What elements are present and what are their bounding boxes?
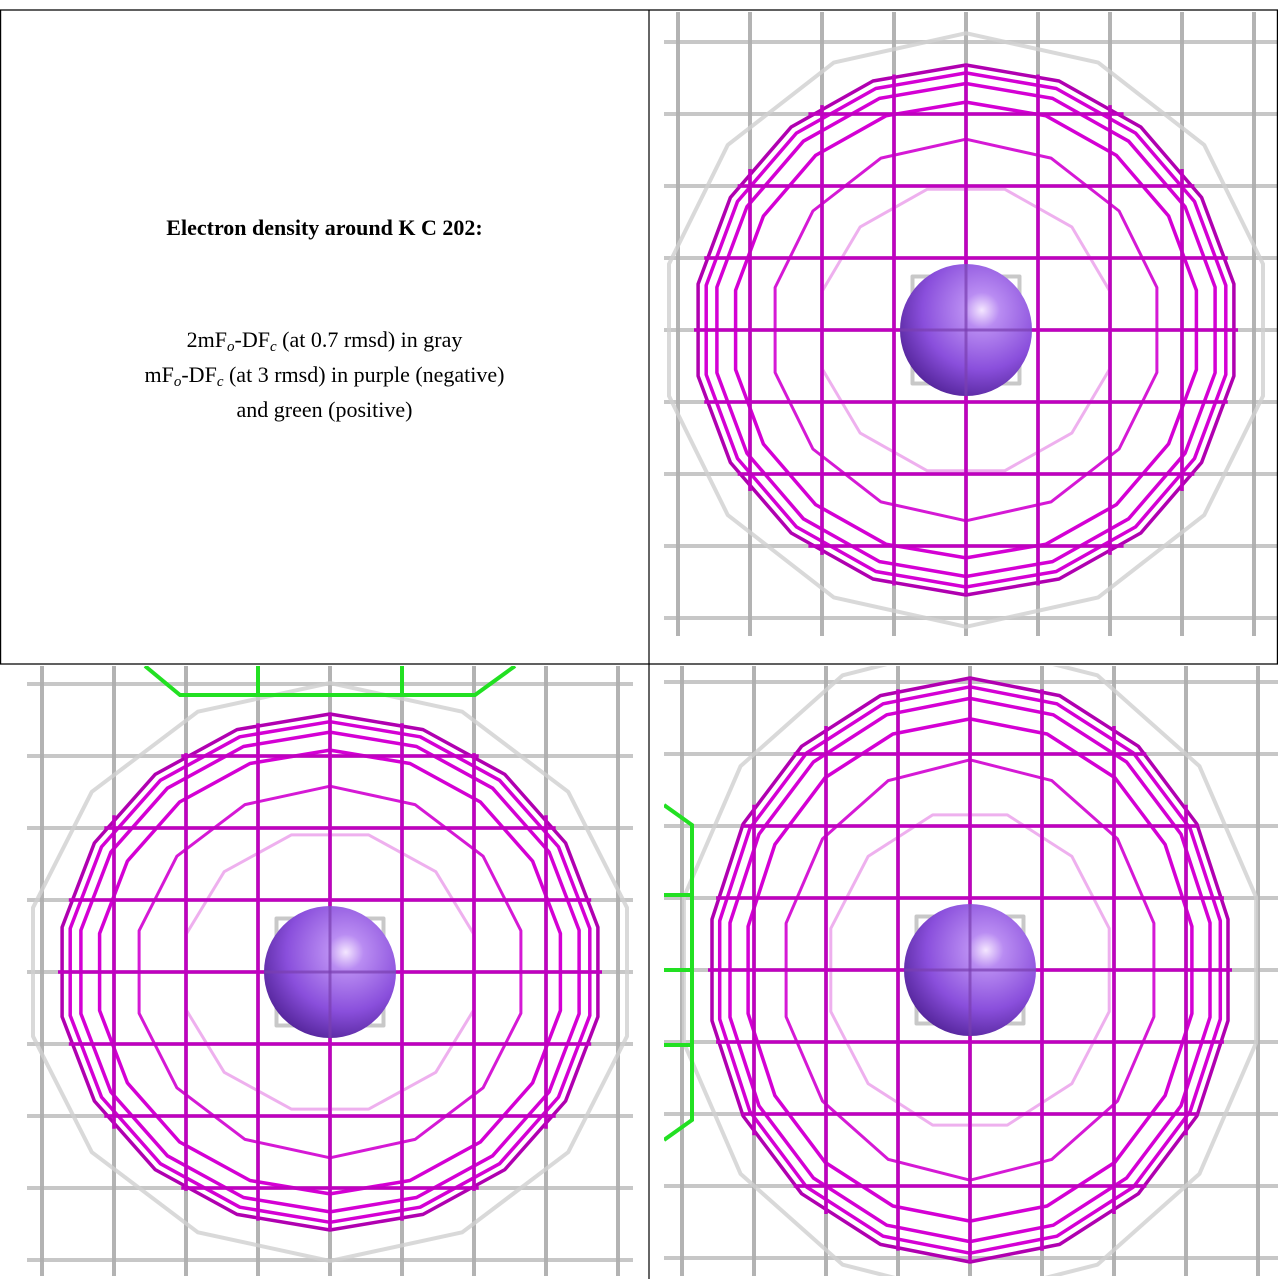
text: o bbox=[227, 339, 235, 355]
text: mF bbox=[144, 362, 174, 387]
text: (at 3 rmsd) in purple (negative) bbox=[223, 362, 505, 387]
text: (at 0.7 rmsd) in gray bbox=[276, 327, 463, 352]
density-panel bbox=[664, 12, 1278, 636]
density-contour bbox=[728, 696, 1212, 1244]
caption-lines: 2mFo-DFc (at 0.7 rmsd) in gray mFo-DFc (… bbox=[0, 322, 649, 427]
caption-line: mFo-DFc (at 3 rmsd) in purple (negative) bbox=[0, 357, 649, 392]
density-contour bbox=[681, 666, 1259, 1276]
subscript: o bbox=[227, 339, 235, 355]
density-contour bbox=[829, 813, 1111, 1127]
text: -DF bbox=[234, 327, 270, 352]
caption-line: 2mFo-DFc (at 0.7 rmsd) in gray bbox=[0, 322, 649, 357]
subscript: c bbox=[217, 374, 224, 390]
text: and green (positive) bbox=[236, 397, 413, 422]
density-contour bbox=[79, 730, 581, 1214]
density-contour bbox=[68, 719, 592, 1225]
density-contour bbox=[710, 676, 1230, 1264]
table-borders bbox=[0, 9, 1278, 1279]
density-contour bbox=[60, 712, 600, 1232]
text: 2mF bbox=[186, 327, 227, 352]
density-contour bbox=[31, 681, 629, 1263]
text: -DF bbox=[181, 362, 217, 387]
density-panel bbox=[664, 666, 1278, 1276]
text: o bbox=[173, 374, 182, 390]
green-mesh bbox=[664, 803, 694, 1142]
density-contour bbox=[784, 758, 1156, 1182]
density-contour bbox=[667, 31, 1265, 629]
subscript: o bbox=[174, 374, 182, 390]
density-contour bbox=[715, 81, 1217, 579]
density-contour bbox=[704, 71, 1228, 589]
density-contour bbox=[97, 748, 563, 1196]
caption-line: and green (positive) bbox=[0, 392, 649, 427]
subscript: c bbox=[270, 339, 277, 355]
caption-title: Electron density around K C 202: bbox=[166, 215, 483, 240]
green-mesh bbox=[143, 666, 517, 697]
text: c bbox=[216, 374, 224, 390]
density-contour bbox=[696, 63, 1236, 597]
text: c bbox=[269, 339, 277, 355]
density-contour bbox=[773, 137, 1159, 523]
density-panel bbox=[27, 666, 633, 1276]
density-contour bbox=[137, 784, 523, 1160]
density-contour bbox=[733, 100, 1199, 560]
